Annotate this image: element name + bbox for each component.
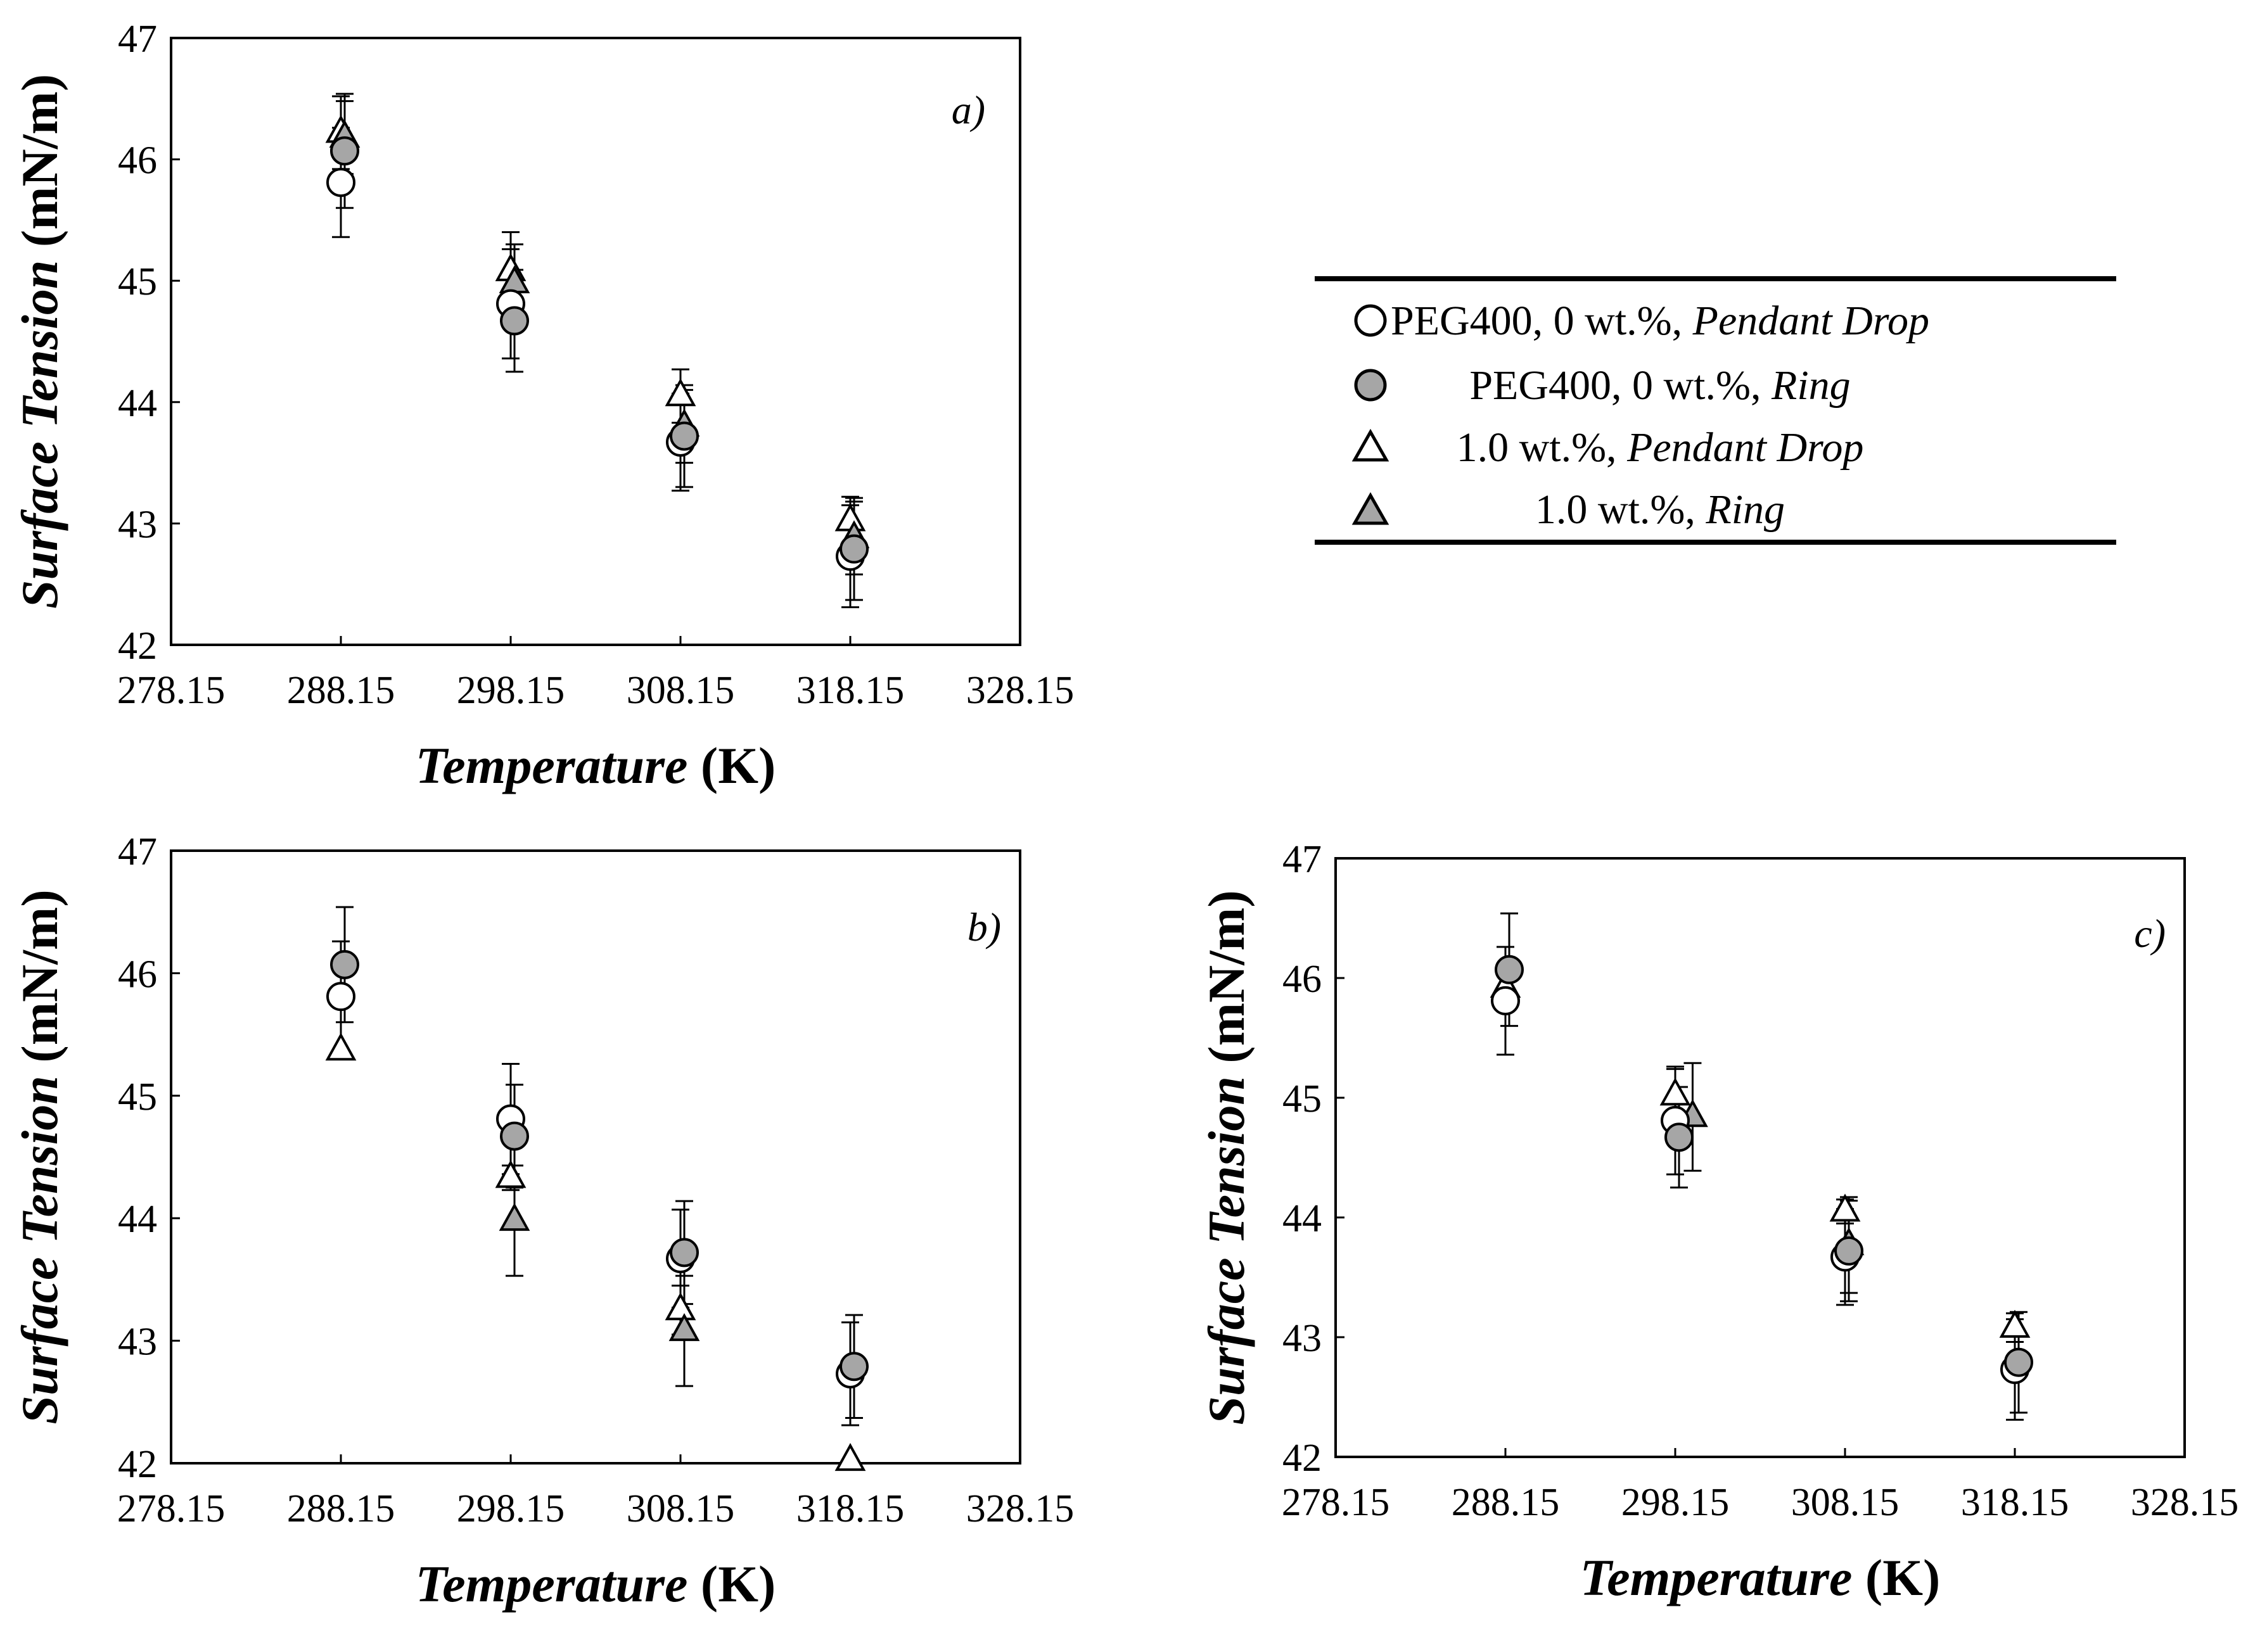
x-tick-label: 318.15: [796, 1487, 905, 1530]
y-tick-label: 46: [118, 139, 157, 182]
y-tick-label: 42: [118, 1443, 157, 1486]
y-tick-label: 46: [118, 953, 157, 996]
y-tick-label: 43: [1282, 1317, 1322, 1360]
data-point-s1_ring: [499, 1202, 530, 1231]
x-tick-label: 298.15: [457, 1487, 565, 1530]
data-point-peg_pd: [1491, 986, 1520, 1015]
y-tick-label: 43: [118, 1321, 157, 1364]
chart-panel-3: 278.15 288.15 298.15 308.15 318.15 328.15 42 43…: [1197, 838, 2238, 1606]
legend: PEG400, 0 wt.%, Pendant Drop PEG400, 0 w…: [1315, 276, 2116, 545]
panel-label: c): [2134, 911, 2166, 956]
y-tick-label: 42: [118, 625, 157, 668]
x-tick-label: 278.15: [1282, 1481, 1390, 1524]
chart-panel-2: 278.15 288.15 298.15 308.15 318.15 328.15 42 43…: [11, 830, 1074, 1613]
data-point-peg_ring: [840, 1352, 869, 1382]
x-tick-label: 308.15: [627, 1487, 735, 1530]
data-point-s1_pd: [1659, 1077, 1691, 1106]
data-point-peg_ring: [1834, 1236, 1863, 1266]
data-point-s1_pd: [834, 1442, 866, 1471]
legend-entry-peg-pendant-drop: PEG400, 0 wt.%, Pendant Drop: [1354, 298, 1929, 344]
panel-label: b): [967, 905, 1001, 950]
y-tick-label: 45: [118, 1076, 157, 1119]
legend-label-peg-pendant-drop: PEG400, 0 wt.%, Pendant Drop: [1391, 298, 1929, 344]
y-axis-label: Surface Tension (mN/m): [11, 74, 68, 609]
data-point-peg_pd: [326, 168, 355, 198]
legend-label-1wt-ring: 1.0 wt.%, Ring: [1535, 486, 1785, 533]
data-point-s1_pd: [1999, 1309, 2031, 1338]
y-tick-label: 47: [118, 18, 157, 61]
x-tick-label: 298.15: [1621, 1481, 1730, 1524]
data-point-s1_pd: [665, 1292, 696, 1321]
data-point-peg_ring: [330, 950, 359, 979]
y-tick-label: 44: [1282, 1197, 1322, 1240]
data-point-s1_pd: [325, 1032, 357, 1061]
data-point-s1_pd: [495, 1160, 527, 1188]
data-point-s1_ring: [668, 1312, 700, 1342]
y-tick-label: 46: [1282, 958, 1322, 1001]
x-tick-label: 318.15: [1961, 1481, 2069, 1524]
data-point-peg_pd: [326, 982, 355, 1012]
plot-frame: [170, 37, 1021, 646]
y-tick-label: 43: [118, 503, 157, 546]
data-point-peg_ring: [670, 421, 699, 451]
data-point-peg_ring: [670, 1238, 699, 1268]
x-tick-label: 288.15: [1452, 1481, 1560, 1524]
data-point-peg_ring: [500, 1121, 529, 1151]
data-point-peg_ring: [840, 534, 869, 564]
legend-filled-triangle-icon: [1351, 492, 1389, 525]
x-tick-label: 308.15: [627, 669, 735, 712]
x-tick-label: 328.15: [2131, 1481, 2239, 1524]
plot-frame: [1334, 857, 2186, 1458]
legend-open-circle-icon: [1354, 304, 1387, 337]
data-point-peg_ring: [1495, 955, 1524, 984]
x-axis-label: Temperature (K): [416, 1555, 776, 1613]
x-tick-label: 318.15: [796, 669, 905, 712]
x-tick-label: 328.15: [966, 1487, 1075, 1530]
y-tick-label: 45: [1282, 1077, 1322, 1121]
plot-frame: [170, 849, 1021, 1465]
data-point-s1_pd: [1829, 1193, 1861, 1222]
x-tick-label: 328.15: [966, 669, 1075, 712]
data-point-s1_pd: [665, 378, 696, 407]
legend-label-1wt-pendant-drop: 1.0 wt.%, Pendant Drop: [1457, 424, 1864, 471]
y-axis-label: Surface Tension (mN/m): [11, 889, 68, 1424]
data-point-peg_ring: [330, 136, 359, 166]
x-tick-label: 288.15: [287, 669, 395, 712]
legend-label-peg-ring: PEG400, 0 wt.%, Ring: [1469, 362, 1850, 409]
x-tick-label: 278.15: [117, 1487, 226, 1530]
y-tick-label: 45: [118, 260, 157, 303]
y-tick-label: 47: [1282, 838, 1322, 881]
data-point-s1_pd: [834, 503, 866, 531]
x-axis-label: Temperature (K): [416, 737, 776, 794]
x-tick-label: 298.15: [457, 669, 565, 712]
x-axis-label: Temperature (K): [1580, 1549, 1941, 1606]
chart-panel-1: 278.15 288.15 298.15 308.15 318.15 328.15 42 43…: [11, 18, 1074, 794]
data-point-peg_ring: [2004, 1347, 2033, 1377]
y-tick-label: 44: [118, 382, 157, 425]
legend-filled-circle-icon: [1354, 369, 1387, 402]
x-tick-label: 308.15: [1791, 1481, 1900, 1524]
y-tick-label: 47: [118, 830, 157, 874]
y-axis-label: Surface Tension (mN/m): [1197, 890, 1255, 1425]
panel-label: a): [952, 87, 985, 132]
legend-entry-peg-ring: PEG400, 0 wt.%, Ring: [1354, 362, 1851, 409]
x-tick-label: 278.15: [117, 669, 226, 712]
y-tick-label: 44: [118, 1198, 157, 1241]
x-tick-label: 288.15: [287, 1487, 395, 1530]
legend-entry-1wt-ring: 1.0 wt.%, Ring: [1351, 486, 1785, 533]
data-point-peg_ring: [500, 306, 529, 336]
data-point-peg_ring: [1664, 1122, 1694, 1152]
y-tick-label: 42: [1282, 1437, 1322, 1480]
legend-entry-1wt-pendant-drop: 1.0 wt.%, Pendant Drop: [1351, 424, 1864, 471]
legend-open-triangle-icon: [1351, 428, 1389, 462]
